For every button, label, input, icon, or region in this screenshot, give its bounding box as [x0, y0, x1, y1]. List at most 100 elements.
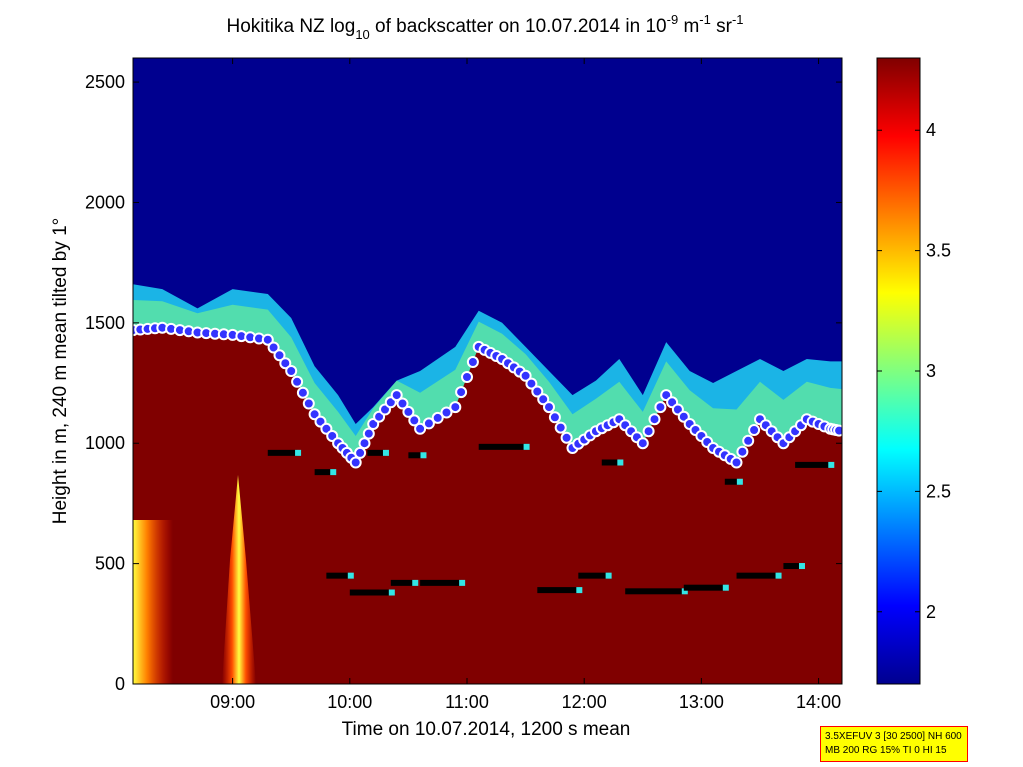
boundary-layer-point [291, 375, 304, 388]
colorbar [876, 57, 921, 685]
boundary-layer-point [396, 397, 409, 410]
boundary-layer-point [742, 434, 755, 447]
boundary-layer-point [748, 424, 761, 436]
boundary-layer-point [648, 413, 661, 426]
boundary-layer-markers [133, 321, 842, 469]
x-tick-label: 09:00 [210, 692, 255, 712]
y-tick-label: 2500 [85, 72, 125, 92]
boundary-layer-point [543, 401, 555, 414]
x-tick-label: 14:00 [796, 692, 841, 712]
cloud-base-marker [420, 452, 427, 459]
boundary-layer-point [537, 393, 550, 406]
colorbar-ticks: 2 2.5 3 3.5 4 [877, 120, 951, 622]
cloud-base-segment [367, 449, 385, 456]
boundary-layer-point [414, 422, 427, 435]
cloud-base-segment [601, 459, 620, 466]
boundary-layer-point [408, 414, 421, 427]
boundary-layer-point [560, 431, 573, 444]
y-tick-label: 500 [95, 554, 125, 574]
cloud-base-marker [330, 469, 337, 476]
cloud-base-marker [459, 579, 466, 586]
cloud-base-marker [576, 587, 583, 594]
boundary-layer-point [461, 371, 473, 383]
cloud-base-segment [408, 452, 423, 459]
cloud-base-segment [625, 588, 684, 595]
boundary-layer-point [440, 406, 453, 419]
boundary-layer-point [466, 356, 479, 368]
cloud-base-segment [783, 563, 801, 570]
boundary-layer-point [519, 369, 532, 382]
cloud-base-marker [617, 459, 624, 466]
cloud-base-marker [775, 572, 782, 579]
info-box: 3.5XEFUV 3 [30 2500] NH 600 MB 200 RG 15… [820, 726, 968, 762]
cloud-base-segment [478, 443, 526, 450]
x-tick-label: 10:00 [327, 692, 372, 712]
colorbar-tick-label: 2.5 [926, 481, 951, 501]
boundary-layer-point [431, 411, 444, 424]
cloud-base-marker [828, 461, 835, 468]
boundary-layer-point [354, 446, 367, 459]
boundary-layer-point [449, 401, 462, 414]
cloud-base-marker [382, 449, 389, 456]
cloud-base-marker [681, 588, 688, 595]
cloud-base-marker [347, 572, 354, 579]
colorbar-tick-label: 3 [926, 361, 936, 381]
cloud-base-segment [724, 478, 739, 485]
boundary-layer-point [285, 365, 298, 377]
boundary-layer-point [390, 389, 403, 402]
cloud-base-segment [795, 461, 831, 468]
center-plume [222, 475, 256, 684]
boundary-layer-point [279, 357, 292, 370]
boundary-layer-point [302, 397, 315, 410]
info-line-1: 3.5XEFUV 3 [30 2500] NH 600 [825, 731, 962, 742]
colorbar-tick-label: 3.5 [926, 241, 951, 261]
cloud-base-marker [412, 579, 419, 586]
x-axis: 09:00 10:00 11:00 12:00 13:00 14:00 [210, 58, 841, 712]
cloud-base-segment [683, 584, 725, 591]
cloud-base-marker [722, 584, 729, 591]
cloud-base-segment [578, 572, 608, 579]
x-axis-title: Time on 10.07.2014, 1200 s mean [342, 719, 631, 740]
boundary-layer-point [525, 377, 538, 390]
y-tick-label: 1000 [85, 433, 125, 453]
cloud-base-marker [388, 589, 395, 596]
boundary-layer-point [654, 401, 667, 414]
x-tick-label: 12:00 [562, 692, 607, 712]
cloud-base-segment [314, 469, 333, 476]
boundary-layer-point [730, 456, 743, 469]
boundary-layer-point [548, 411, 561, 424]
cloud-base-segment [326, 572, 350, 579]
left-plume [133, 520, 173, 684]
plot-frame [132, 57, 843, 685]
boundary-layer-point [261, 333, 274, 346]
cloud-base-marker [798, 563, 805, 570]
y-axis-title: Height in m, 240 m mean tilted by 1° [50, 218, 71, 524]
boundary-layer-point [362, 427, 375, 440]
boundary-layer-point [422, 417, 435, 430]
boundary-layer-point [349, 456, 362, 469]
cloud-base-segments [267, 443, 835, 596]
boundary-layer-point [554, 421, 567, 434]
boundary-layer-point [642, 425, 655, 438]
cloud-base-marker [605, 572, 612, 579]
cloud-base-marker [523, 443, 530, 450]
boundary-layer-point [402, 405, 415, 418]
boundary-layer-point [636, 437, 649, 450]
cloud-base-marker [736, 478, 743, 485]
y-tick-label: 2000 [85, 192, 125, 212]
chart-title: Hokitika NZ log10 of backscatter on 10.0… [226, 12, 743, 42]
cloud-base-segment [349, 589, 391, 596]
cloud-base-segment [736, 572, 778, 579]
boundary-layer-point [736, 445, 749, 458]
plot-area [133, 58, 842, 684]
x-tick-label: 13:00 [679, 692, 724, 712]
colorbar-tick-label: 2 [926, 602, 936, 622]
boundary-layer-point [833, 424, 842, 437]
cloud-base-segment [390, 579, 415, 586]
boundary-layer-point [273, 349, 286, 362]
cloud-base-marker [295, 449, 302, 456]
cloud-base-segment [537, 587, 579, 594]
cloud-base-segment [267, 449, 298, 456]
boundary-layer-point [531, 385, 544, 398]
